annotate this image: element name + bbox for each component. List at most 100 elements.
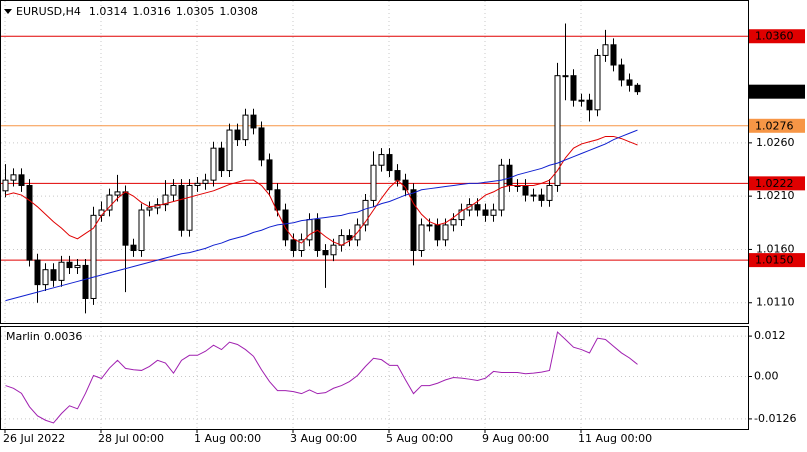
candle-body xyxy=(394,170,401,181)
x-tick-label: 28 Jul 00:00 xyxy=(98,432,164,445)
level-label-box xyxy=(749,118,805,133)
y-tick-label: 1.0260 xyxy=(756,136,795,149)
candle-body xyxy=(258,127,265,161)
candle-body xyxy=(634,84,641,93)
candle-body xyxy=(130,244,137,252)
x-tick-label: 5 Aug 00:00 xyxy=(386,432,453,445)
candle-body xyxy=(26,184,33,261)
candle-body xyxy=(506,164,513,186)
candle-body xyxy=(602,44,609,56)
candle-body xyxy=(114,191,121,196)
candle-body xyxy=(554,75,561,186)
x-tick-label: 9 Aug 00:00 xyxy=(482,432,549,445)
x-tick-label: 11 Aug 00:00 xyxy=(578,432,652,445)
candle-body xyxy=(106,194,113,211)
level-label: 1.0276 xyxy=(755,119,794,132)
candle-body xyxy=(442,224,449,241)
candle-body xyxy=(34,259,41,286)
level-label: 1.0150 xyxy=(755,254,794,267)
candle-body xyxy=(42,269,49,286)
level-label-box xyxy=(749,253,805,268)
indicator-value: 0.0036 xyxy=(44,330,83,343)
candle-body xyxy=(482,209,489,216)
candle-body xyxy=(98,209,105,216)
candle-body xyxy=(18,174,25,186)
candle-body xyxy=(474,204,481,211)
candle-body xyxy=(178,184,185,231)
last-price-label: 1.0308 xyxy=(755,85,794,98)
candle-body xyxy=(298,239,305,252)
candle-body xyxy=(410,189,417,252)
candle-body xyxy=(618,64,625,81)
candle-body xyxy=(362,199,369,226)
candle-body xyxy=(66,261,73,269)
candle-body xyxy=(322,250,329,256)
candle-body xyxy=(202,179,209,184)
candle-body xyxy=(314,219,321,252)
x-tick-label: 26 Jul 2022 xyxy=(3,432,65,445)
indicator-header: Marlin 0.0036 xyxy=(6,330,82,343)
candle-body xyxy=(50,269,57,281)
indicator-panel xyxy=(0,326,749,430)
candle-body xyxy=(594,54,601,111)
candle-body xyxy=(10,174,17,181)
y-tick-label: -0.0126 xyxy=(754,412,796,425)
candle-body xyxy=(186,184,193,231)
candle-body xyxy=(426,224,433,227)
candle-body xyxy=(242,114,249,141)
candle-body xyxy=(274,189,281,211)
candle-body xyxy=(2,179,9,192)
candle-body xyxy=(538,194,545,201)
candle-body xyxy=(570,75,577,101)
symbol: EURUSD,H4 xyxy=(16,5,81,18)
candle-body xyxy=(562,75,569,78)
candle-body xyxy=(250,114,257,129)
y-tick-label: 0.00 xyxy=(754,369,779,382)
candle-body xyxy=(530,194,537,197)
x-tick-label: 3 Aug 00:00 xyxy=(290,432,357,445)
candle-body xyxy=(282,209,289,241)
candle-body xyxy=(82,264,89,299)
low-value: 1.0305 xyxy=(176,5,215,18)
candle-body xyxy=(146,207,153,211)
x-tick-label: 1 Aug 00:00 xyxy=(194,432,261,445)
open-value: 1.0314 xyxy=(89,5,128,18)
plot-layer: 1.0260 1.0210 1.0160 1.0110 0.012 0.00 -0.0126… xyxy=(1,1,805,445)
close-value: 1.0308 xyxy=(219,5,258,18)
candle-body xyxy=(330,244,337,256)
candle-body xyxy=(522,184,529,196)
moving-average xyxy=(5,135,638,246)
candle-body xyxy=(170,184,177,196)
candle-body xyxy=(490,209,497,216)
candle-body xyxy=(290,239,297,252)
candle-body xyxy=(386,154,393,172)
indicator-name: Marlin xyxy=(6,330,40,343)
candle-body xyxy=(586,99,593,111)
candle-body xyxy=(378,154,385,166)
y-tick-label: 1.0210 xyxy=(756,189,795,202)
candle-body xyxy=(626,79,633,86)
candle-body xyxy=(610,44,617,66)
main-panel xyxy=(0,0,749,324)
candle-body xyxy=(546,184,553,201)
candle-body xyxy=(434,224,441,241)
candle-body xyxy=(266,159,273,191)
candle-body xyxy=(74,264,81,269)
menu-triangle xyxy=(4,9,12,14)
candle-body xyxy=(58,261,65,281)
candle-body xyxy=(122,191,129,246)
level-label: 1.0360 xyxy=(755,30,794,43)
indicator-line xyxy=(5,331,638,424)
y-tick-label: 0.012 xyxy=(754,329,786,342)
candle-body xyxy=(370,164,377,201)
candle-body xyxy=(458,209,465,221)
candle-body xyxy=(234,129,241,141)
candle-body xyxy=(218,147,225,172)
candle-body xyxy=(162,194,169,206)
chart-header: EURUSD,H4 1.0314 1.0316 1.0305 1.0308 xyxy=(16,5,258,18)
candle-body xyxy=(226,129,233,172)
level-label-box xyxy=(749,176,805,191)
candle-body xyxy=(578,99,585,102)
candle-body xyxy=(418,224,425,252)
